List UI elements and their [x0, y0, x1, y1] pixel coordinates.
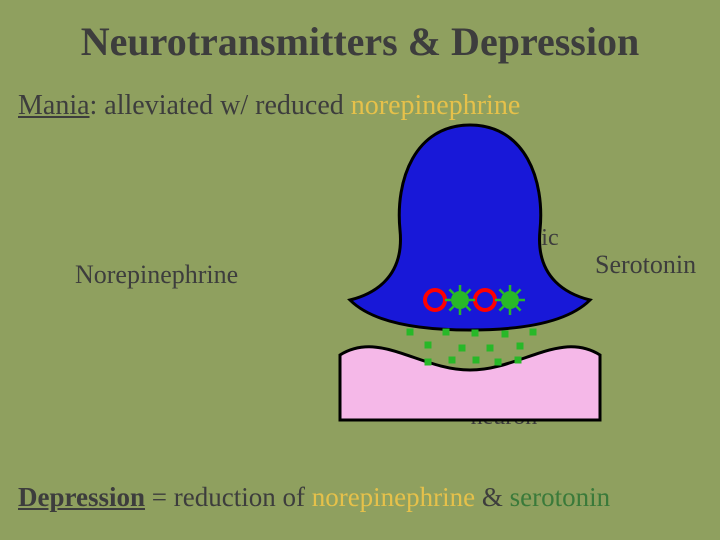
page-title: Neurotransmitters & Depression — [0, 18, 720, 65]
depression-serotonin: serotonin — [510, 482, 611, 512]
depression-amp: & — [475, 482, 510, 512]
mania-line: Mania: alleviated w/ reduced norepinephr… — [18, 90, 520, 122]
mania-norepinephrine: norepinephrine — [351, 90, 521, 121]
neurotransmitter-dots — [407, 329, 537, 366]
depression-text: = reduction of — [145, 482, 312, 512]
depression-norepinephrine: norepinephrine — [312, 482, 475, 512]
post-synaptic-neuron-shape — [340, 347, 600, 420]
norepinephrine-label: Norepinephrine — [75, 260, 238, 290]
mania-text: : alleviated w/ reduced — [90, 90, 351, 121]
depression-label: Depression — [18, 482, 145, 512]
mania-label: Mania — [18, 90, 90, 121]
depression-line: Depression = reduction of norepinephrine… — [18, 482, 610, 513]
synapse-diagram — [320, 120, 620, 440]
